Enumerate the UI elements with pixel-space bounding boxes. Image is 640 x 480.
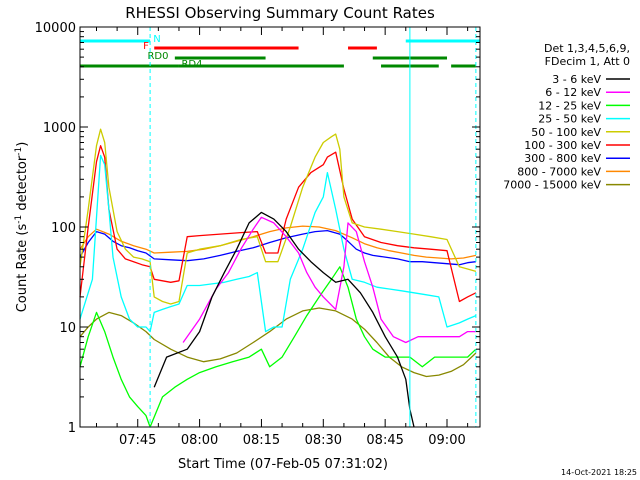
series-line-3-6-kev: [153, 211, 415, 428]
x-axis-label: Start Time (07-Feb-05 07:31:02): [178, 457, 388, 472]
series-line-12-25-kev: [79, 266, 477, 428]
series-line-100-300-kev: [79, 145, 477, 303]
series-line-800-7000-kev: [79, 225, 477, 260]
legend-label: 100 - 300 keV: [524, 139, 601, 152]
legend-label: 800 - 7000 keV: [517, 165, 601, 178]
y-tick-label: 10: [59, 321, 76, 336]
series-lines: [79, 128, 477, 428]
y-axis-label-sup2: -1: [14, 147, 24, 156]
y-axis-label-sup1: -1: [14, 215, 24, 224]
y-tick-label: 1: [68, 421, 76, 436]
x-tick-label: 08:00: [181, 433, 218, 448]
plot-frame: [79, 26, 481, 428]
y-axis-ticks: 1 10 100 1000 10000: [35, 21, 480, 436]
x-tick-label: 07:45: [119, 433, 156, 448]
x-tick-label: 09:00: [428, 433, 465, 448]
y-axis-label-part3: ): [15, 142, 30, 147]
legend-label: 50 - 100 keV: [531, 126, 601, 139]
legend: Det 1,3,4,5,6,9, FDecim 1, Att 0 3 - 6 k…: [503, 42, 630, 192]
y-axis-label: Count Rate (s-1 detector-1): [14, 142, 30, 313]
legend-label: 300 - 800 keV: [524, 152, 601, 165]
series-line-7000-15000-kev: [79, 307, 477, 378]
y-tick-label: 1000: [43, 121, 76, 136]
legend-label: 3 - 6 keV: [552, 73, 601, 86]
series-line-25-50-kev: [79, 154, 477, 333]
footer-timestamp: 14-Oct-2021 18:25: [561, 468, 637, 477]
legend-header-2: FDecim 1, Att 0: [545, 55, 630, 68]
series-line-6-12-kev: [182, 216, 476, 344]
x-tick-label: 08:15: [243, 433, 280, 448]
flag-label-n: N: [153, 34, 160, 45]
y-axis-label-part1: Count Rate (s: [15, 224, 30, 313]
legend-label: 6 - 12 keV: [545, 86, 601, 99]
series-line-50-100-kev: [79, 128, 477, 305]
x-axis-ticks: 07:45 08:00 08:15 08:30 08:45 09:00: [95, 27, 469, 448]
legend-label: 12 - 25 keV: [538, 99, 601, 112]
legend-label: 7000 - 15000 keV: [503, 179, 601, 192]
y-axis-label-part2: detector: [15, 155, 30, 215]
legend-label: 25 - 50 keV: [538, 113, 601, 126]
chart-title: RHESSI Observing Summary Count Rates: [125, 4, 435, 22]
x-tick-label: 08:30: [305, 433, 342, 448]
flag-label-rd4: RD4: [181, 59, 202, 70]
flag-label-rd0: RD0: [147, 51, 168, 62]
legend-header-1: Det 1,3,4,5,6,9,: [544, 42, 630, 55]
y-tick-label: 10000: [35, 21, 76, 36]
y-tick-label: 100: [51, 221, 76, 236]
x-tick-label: 08:45: [366, 433, 403, 448]
flag-label-f: F: [143, 41, 149, 52]
